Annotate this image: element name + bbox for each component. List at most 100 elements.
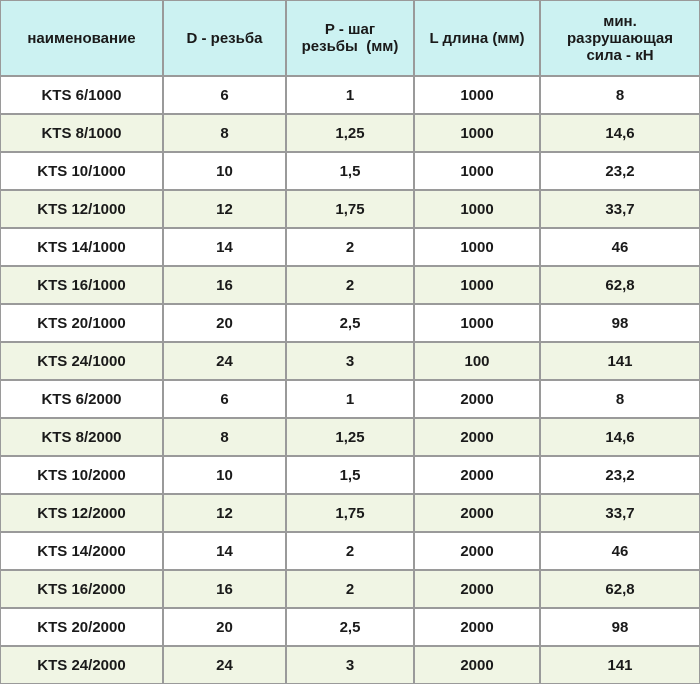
- header-line: D - резьба: [186, 29, 263, 47]
- cell-thread-pitch: 1,5: [286, 152, 414, 190]
- cell-length: 1000: [414, 304, 540, 342]
- header-line: наименование: [27, 29, 136, 47]
- cell-name: KTS 24/2000: [0, 646, 163, 684]
- table-row: KTS 16/1000 16 2 1000 62,8: [0, 266, 700, 304]
- cell-thread-pitch: 1,75: [286, 494, 414, 532]
- table-row: KTS 8/1000 8 1,25 1000 14,6: [0, 114, 700, 152]
- cell-thread-d: 14: [163, 532, 286, 570]
- cell-length: 2000: [414, 532, 540, 570]
- cell-breaking-force: 8: [540, 76, 700, 114]
- cell-thread-d: 10: [163, 456, 286, 494]
- cell-thread-d: 24: [163, 342, 286, 380]
- cell-length: 2000: [414, 646, 540, 684]
- table-row: KTS 24/2000 24 3 2000 141: [0, 646, 700, 684]
- header-line: разрушающая: [566, 29, 674, 47]
- cell-name: KTS 14/2000: [0, 532, 163, 570]
- table-row: KTS 10/1000 10 1,5 1000 23,2: [0, 152, 700, 190]
- cell-thread-d: 16: [163, 266, 286, 304]
- header-row: наименование D - резьба P - шаг резьбы (мм)…: [0, 0, 700, 76]
- cell-name: KTS 24/1000: [0, 342, 163, 380]
- cell-breaking-force: 62,8: [540, 570, 700, 608]
- cell-length: 1000: [414, 266, 540, 304]
- table-body: KTS 6/1000 6 1 1000 8 KTS 8/1000 8 1,25 1000 14,6…: [0, 76, 700, 684]
- cell-thread-d: 10: [163, 152, 286, 190]
- cell-thread-pitch: 1,25: [286, 114, 414, 152]
- cell-breaking-force: 98: [540, 608, 700, 646]
- table-row: KTS 20/2000 20 2,5 2000 98: [0, 608, 700, 646]
- cell-thread-pitch: 1,5: [286, 456, 414, 494]
- table-row: KTS 12/1000 12 1,75 1000 33,7: [0, 190, 700, 228]
- table-row: KTS 6/2000 6 1 2000 8: [0, 380, 700, 418]
- cell-name: KTS 8/2000: [0, 418, 163, 456]
- cell-breaking-force: 46: [540, 532, 700, 570]
- cell-thread-d: 6: [163, 76, 286, 114]
- cell-thread-d: 24: [163, 646, 286, 684]
- cell-breaking-force: 23,2: [540, 152, 700, 190]
- cell-breaking-force: 98: [540, 304, 700, 342]
- header-thread-d: D - резьба: [163, 0, 286, 76]
- cell-name: KTS 10/1000: [0, 152, 163, 190]
- cell-thread-d: 20: [163, 304, 286, 342]
- cell-length: 2000: [414, 380, 540, 418]
- cell-breaking-force: 46: [540, 228, 700, 266]
- cell-length: 2000: [414, 570, 540, 608]
- cell-breaking-force: 141: [540, 342, 700, 380]
- table-row: KTS 8/2000 8 1,25 2000 14,6: [0, 418, 700, 456]
- header-line: P - шаг: [324, 21, 376, 38]
- cell-thread-d: 12: [163, 494, 286, 532]
- header-line: сила - кН: [586, 46, 654, 64]
- cell-name: KTS 20/2000: [0, 608, 163, 646]
- cell-thread-d: 6: [163, 380, 286, 418]
- cell-thread-pitch: 1: [286, 380, 414, 418]
- cell-name: KTS 8/1000: [0, 114, 163, 152]
- header-line: мин.: [603, 12, 637, 30]
- table-row: KTS 6/1000 6 1 1000 8: [0, 76, 700, 114]
- cell-breaking-force: 62,8: [540, 266, 700, 304]
- cell-thread-d: 12: [163, 190, 286, 228]
- cell-length: 100: [414, 342, 540, 380]
- cell-breaking-force: 14,6: [540, 114, 700, 152]
- cell-thread-d: 8: [163, 418, 286, 456]
- cell-name: KTS 6/1000: [0, 76, 163, 114]
- cell-breaking-force: 23,2: [540, 456, 700, 494]
- table-row: KTS 24/1000 24 3 100 141: [0, 342, 700, 380]
- cell-name: KTS 10/2000: [0, 456, 163, 494]
- cell-length: 1000: [414, 228, 540, 266]
- cell-name: KTS 16/2000: [0, 570, 163, 608]
- header-thread-pitch: P - шаг резьбы (мм): [286, 0, 414, 76]
- header-line: L длина (мм): [429, 29, 525, 47]
- cell-thread-pitch: 3: [286, 342, 414, 380]
- cell-length: 2000: [414, 608, 540, 646]
- cell-name: KTS 16/1000: [0, 266, 163, 304]
- cell-length: 1000: [414, 76, 540, 114]
- cell-thread-pitch: 3: [286, 646, 414, 684]
- cell-thread-d: 16: [163, 570, 286, 608]
- cell-name: KTS 14/1000: [0, 228, 163, 266]
- cell-name: KTS 12/1000: [0, 190, 163, 228]
- cell-breaking-force: 14,6: [540, 418, 700, 456]
- cell-length: 1000: [414, 190, 540, 228]
- header-name: наименование: [0, 0, 163, 76]
- cell-thread-d: 20: [163, 608, 286, 646]
- cell-length: 2000: [414, 418, 540, 456]
- cell-breaking-force: 33,7: [540, 494, 700, 532]
- cell-breaking-force: 141: [540, 646, 700, 684]
- cell-thread-pitch: 2: [286, 266, 414, 304]
- table-row: KTS 14/2000 14 2 2000 46: [0, 532, 700, 570]
- header-breaking-force: мин. разрушающая сила - кН: [540, 0, 700, 76]
- cell-thread-d: 14: [163, 228, 286, 266]
- header-line: резьбы (мм): [301, 38, 399, 55]
- cell-length: 2000: [414, 494, 540, 532]
- table-row: KTS 12/2000 12 1,75 2000 33,7: [0, 494, 700, 532]
- cell-thread-pitch: 1,25: [286, 418, 414, 456]
- table-row: KTS 16/2000 16 2 2000 62,8: [0, 570, 700, 608]
- cell-thread-pitch: 1,75: [286, 190, 414, 228]
- cell-thread-pitch: 2,5: [286, 304, 414, 342]
- cell-thread-pitch: 2,5: [286, 608, 414, 646]
- cell-breaking-force: 8: [540, 380, 700, 418]
- cell-name: KTS 12/2000: [0, 494, 163, 532]
- cell-thread-pitch: 2: [286, 532, 414, 570]
- cell-name: KTS 20/1000: [0, 304, 163, 342]
- table-row: KTS 14/1000 14 2 1000 46: [0, 228, 700, 266]
